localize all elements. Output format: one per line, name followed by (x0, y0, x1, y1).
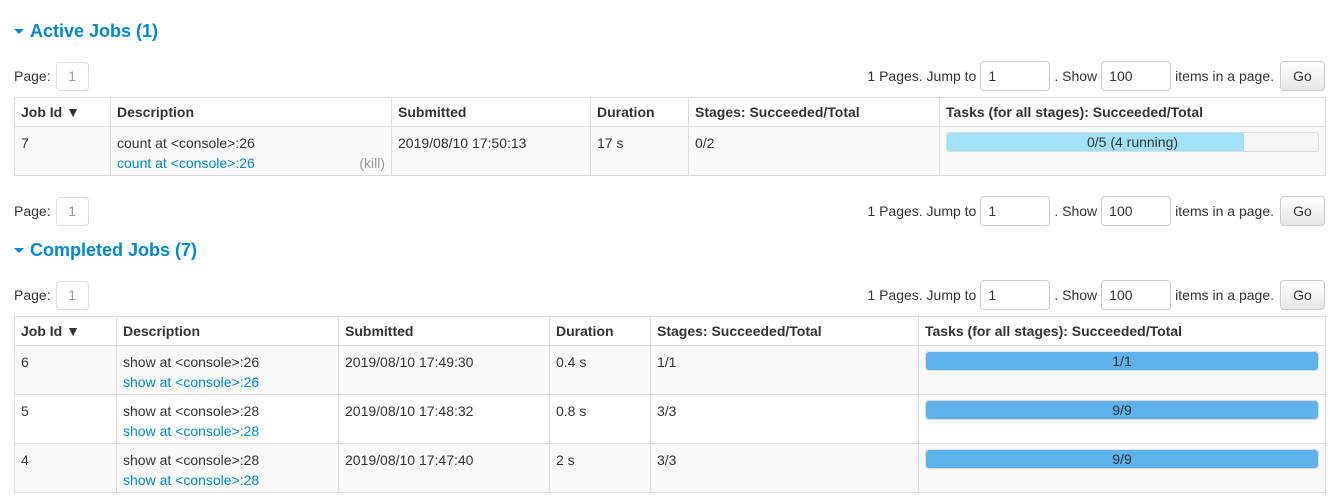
show-text: . Show (1054, 68, 1098, 84)
caret-down-icon (14, 29, 24, 34)
stages: 1/1 (650, 345, 919, 395)
duration: 17 s (590, 126, 689, 176)
stages: 0/2 (688, 126, 940, 176)
tasks-cell: 1/1 (918, 345, 1326, 395)
items-text: items in a page. (1175, 287, 1274, 303)
job-description: show at <console>:28 (123, 452, 260, 468)
description-cell: count at <console>:26 count at <console>:… (110, 126, 392, 176)
table-row: 5 show at <console>:28 show at <console>:… (14, 394, 1326, 444)
progress-bar: 1/1 (925, 351, 1319, 371)
stages: 3/3 (650, 394, 919, 444)
job-id: 5 (14, 394, 117, 444)
job-id: 7 (14, 126, 111, 176)
page-button[interactable]: 1 (55, 196, 89, 226)
submitted: 2019/08/10 17:47:40 (338, 443, 550, 493)
column-header[interactable]: Description (116, 316, 339, 346)
description-cell: show at <console>:28 show at <console>:28 (116, 443, 339, 493)
pages-text: 1 Pages. Jump to (867, 287, 977, 303)
tasks-cell: 9/9 (918, 443, 1326, 493)
go-button[interactable]: Go (1280, 196, 1325, 226)
job-description: count at <console>:26 (117, 135, 255, 151)
column-header[interactable]: Job Id ▼ (14, 97, 111, 127)
column-header[interactable]: Stages: Succeeded/Total (650, 316, 919, 346)
progress-bar: 9/9 (925, 449, 1319, 469)
progress-bar: 0/5 (4 running) (946, 132, 1319, 152)
progress-fill (926, 450, 1318, 468)
go-button[interactable]: Go (1280, 61, 1325, 91)
active-jobs-title: Active Jobs (1) (30, 21, 159, 41)
job-link[interactable]: show at <console>:28 (123, 423, 260, 439)
progress-text: 0/5 (4 running) (1086, 134, 1179, 150)
description-cell: show at <console>:28 show at <console>:28 (116, 394, 339, 444)
tasks-cell: 9/9 (918, 394, 1326, 444)
job-description: show at <console>:26 (123, 354, 260, 370)
go-button[interactable]: Go (1280, 280, 1325, 310)
description-cell: show at <console>:26 show at <console>:26 (116, 345, 339, 395)
column-header[interactable]: Job Id ▼ (14, 316, 117, 346)
items-text: items in a page. (1175, 203, 1274, 219)
table-row: 4 show at <console>:28 show at <console>:… (14, 443, 1326, 493)
page-label: Page: (14, 287, 51, 303)
pages-text: 1 Pages. Jump to (867, 68, 977, 84)
column-header[interactable]: Tasks (for all stages): Succeeded/Total (918, 316, 1326, 346)
table-row: 7 count at <console>:26 count at <console… (14, 126, 1326, 176)
duration: 0.8 s (549, 394, 651, 444)
stages: 3/3 (650, 443, 919, 493)
pages-text: 1 Pages. Jump to (867, 203, 977, 219)
active-jobs-table: Job Id ▼ Description Submitted Duration Stag… (14, 97, 1326, 176)
page-label: Page: (14, 203, 51, 219)
column-header[interactable]: Duration (549, 316, 651, 346)
column-header[interactable]: Duration (590, 97, 689, 127)
jump-to-input[interactable]: 1 (980, 280, 1051, 310)
progress-fill (947, 133, 1244, 151)
column-header[interactable]: Description (110, 97, 392, 127)
progress-fill (926, 401, 1318, 419)
column-header[interactable]: Stages: Succeeded/Total (688, 97, 940, 127)
items-text: items in a page. (1175, 68, 1274, 84)
job-link[interactable]: count at <console>:26 (117, 155, 255, 171)
submitted: 2019/08/10 17:48:32 (338, 394, 550, 444)
caret-down-icon (14, 248, 24, 253)
job-description: show at <console>:28 (123, 403, 260, 419)
submitted: 2019/08/10 17:50:13 (391, 126, 591, 176)
job-link[interactable]: show at <console>:28 (123, 472, 260, 488)
active-top-pagination: Page: 1 1 Pages. Jump to 1 . Show 100 ite… (14, 61, 1325, 91)
progress-fill (926, 352, 1318, 370)
progress-bar: 9/9 (925, 400, 1319, 420)
progress-text: 9/9 (1112, 402, 1132, 418)
kill-link[interactable]: (kill) (359, 155, 385, 171)
page-button[interactable]: 1 (55, 61, 89, 91)
jump-to-input[interactable]: 1 (980, 196, 1051, 226)
page-label: Page: (14, 68, 51, 84)
completed-jobs-toggle[interactable]: Completed Jobs (7) (14, 240, 197, 261)
tasks-cell: 0/5 (4 running) (939, 126, 1326, 176)
completed-jobs-table: Job Id ▼ Description Submitted Duration Stag… (14, 316, 1326, 493)
active-jobs-toggle[interactable]: Active Jobs (1) (14, 21, 158, 42)
progress-text: 1/1 (1112, 353, 1132, 369)
submitted: 2019/08/10 17:49:30 (338, 345, 550, 395)
page-button[interactable]: 1 (55, 280, 89, 310)
job-id: 4 (14, 443, 117, 493)
duration: 0.4 s (549, 345, 651, 395)
completed-top-pagination: Page: 1 1 Pages. Jump to 1 . Show 100 ite… (14, 280, 1325, 310)
show-text: . Show (1054, 203, 1098, 219)
table-row: 6 show at <console>:26 show at <console>:… (14, 345, 1326, 395)
completed-jobs-title: Completed Jobs (7) (30, 240, 198, 260)
show-text: . Show (1054, 287, 1098, 303)
page-size-input[interactable]: 100 (1101, 61, 1172, 91)
job-id: 6 (14, 345, 117, 395)
column-header[interactable]: Submitted (391, 97, 591, 127)
column-header[interactable]: Tasks (for all stages): Succeeded/Total (939, 97, 1326, 127)
progress-text: 9/9 (1112, 451, 1132, 467)
page-size-input[interactable]: 100 (1101, 196, 1172, 226)
active-bottom-pagination: Page: 1 1 Pages. Jump to 1 . Show 100 ite… (14, 196, 1325, 226)
jump-to-input[interactable]: 1 (980, 61, 1051, 91)
column-header[interactable]: Submitted (338, 316, 550, 346)
duration: 2 s (549, 443, 651, 493)
job-link[interactable]: show at <console>:26 (123, 374, 260, 390)
page-size-input[interactable]: 100 (1101, 280, 1172, 310)
